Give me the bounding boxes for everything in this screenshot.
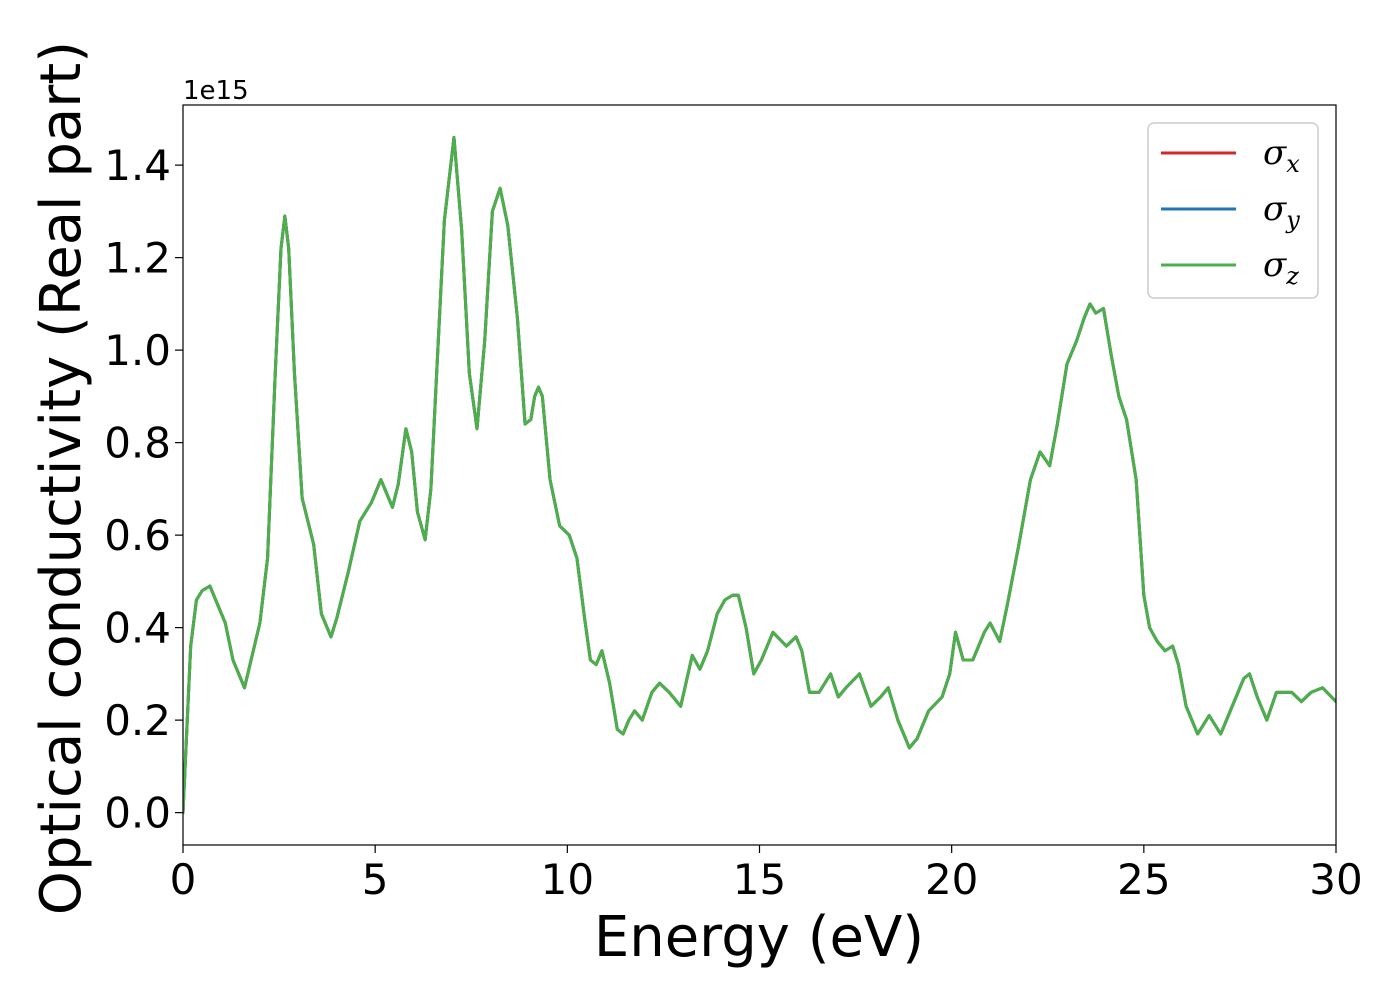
y-tick-label: 1.4: [104, 141, 171, 190]
y-axis-label: Optical conductivity (Real part): [29, 41, 94, 915]
x-axis-ticks: 0 5 10 15 20 25 30: [170, 845, 1363, 904]
y-tick-label: 0.4: [104, 604, 171, 653]
x-tick-label: 0: [170, 855, 197, 904]
x-tick-label: 15: [733, 855, 786, 904]
legend-label-sigma-x: σx: [1263, 133, 1300, 178]
x-axis-label: Energy (eV): [594, 905, 924, 970]
x-tick-label: 25: [1117, 855, 1170, 904]
x-tick-label: 5: [362, 855, 389, 904]
y-offset-label: 1e15: [183, 76, 249, 106]
y-tick-label: 0.8: [104, 419, 171, 468]
legend-label-sigma-y: σy: [1263, 189, 1300, 234]
x-tick-label: 10: [541, 855, 594, 904]
y-tick-label: 1.2: [104, 234, 171, 283]
series-line-sigma-z: [183, 135, 1336, 815]
legend: σx σy σz: [1147, 122, 1319, 299]
series-lines: [183, 135, 1336, 815]
y-axis-ticks: 0.0 0.2 0.4 0.6 0.8 1.0 1.2 1.4: [104, 141, 183, 838]
y-tick-label: 0.2: [104, 696, 171, 745]
legend-label-sigma-z: σz: [1263, 245, 1299, 290]
y-tick-label: 0.0: [104, 789, 171, 838]
y-tick-label: 0.6: [104, 511, 171, 560]
x-tick-label: 20: [925, 855, 978, 904]
y-tick-label: 1.0: [104, 326, 171, 375]
x-tick-label: 30: [1309, 855, 1362, 904]
